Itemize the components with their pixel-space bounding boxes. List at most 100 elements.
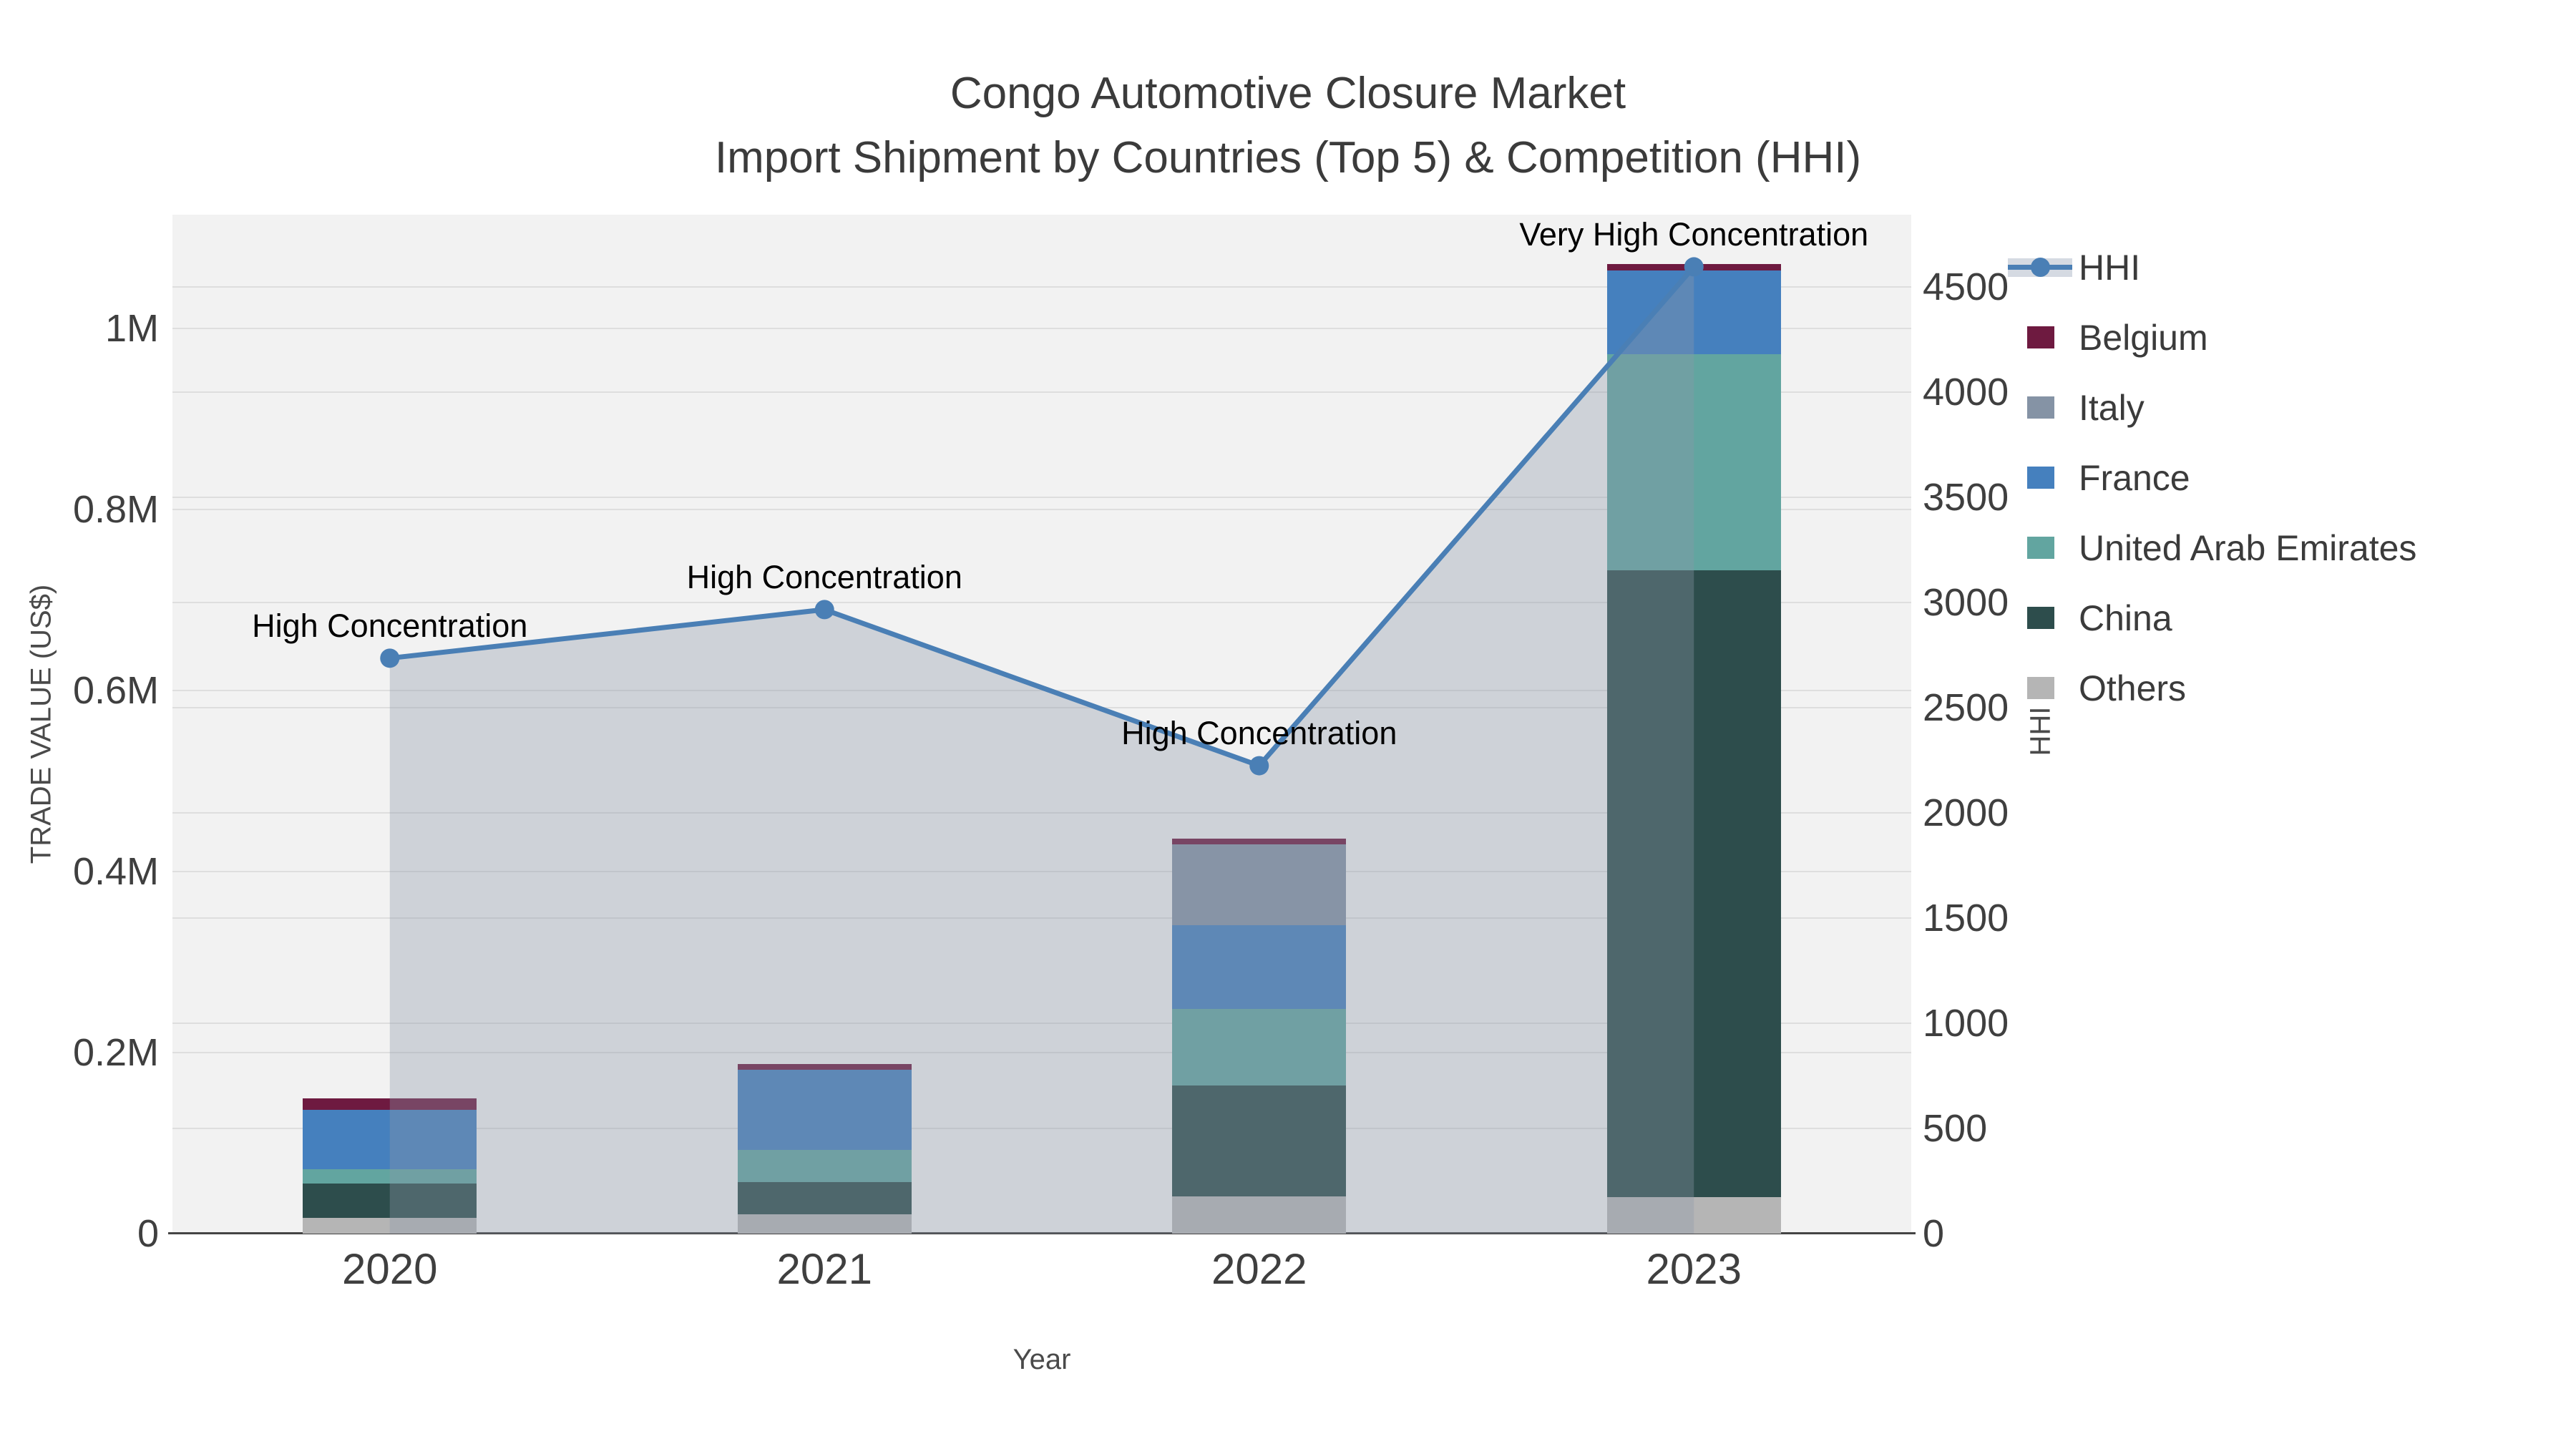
bar-segment-france-2023[interactable] xyxy=(1606,270,1781,355)
gridline-right-2500 xyxy=(172,706,1911,708)
gridline-left-1M xyxy=(172,328,1911,330)
bar-segment-others-2022[interactable] xyxy=(1172,1196,1347,1234)
y-right-tick-4500: 4500 xyxy=(1923,265,2009,308)
bar-segment-belgium-2020[interactable] xyxy=(303,1098,477,1110)
bar-segment-china-2020[interactable] xyxy=(303,1183,477,1218)
annotation-2023: Very High Concentration xyxy=(1519,215,1869,253)
legend-swatch-icon xyxy=(2008,443,2079,513)
hhi-marker-2020[interactable] xyxy=(380,648,400,668)
legend-swatch-icon xyxy=(2008,583,2079,653)
x-tick-2020: 2020 xyxy=(342,1245,438,1293)
x-tick-2022: 2022 xyxy=(1211,1245,1307,1293)
gridline-right-3000 xyxy=(172,601,1911,603)
y-left-tick-0.2M: 0.2M xyxy=(72,1031,159,1075)
bar-segment-china-2021[interactable] xyxy=(737,1181,912,1214)
bar-segment-united-arab-emirates-2020[interactable] xyxy=(303,1169,477,1184)
bar-segment-united-arab-emirates-2021[interactable] xyxy=(737,1149,912,1182)
bar-segment-france-2020[interactable] xyxy=(303,1110,477,1169)
x-tick-2021: 2021 xyxy=(776,1245,872,1293)
y-right-tick-3000: 3000 xyxy=(1923,580,2009,624)
chart-title: Congo Automotive Closure Market Import S… xyxy=(0,62,2576,190)
bar-segment-china-2023[interactable] xyxy=(1606,570,1781,1198)
annotation-2022: High Concentration xyxy=(1121,715,1397,752)
bar-segment-others-2023[interactable] xyxy=(1606,1197,1781,1234)
y-right-tick-4000: 4000 xyxy=(1923,370,2009,414)
y-right-tick-2000: 2000 xyxy=(1923,791,2009,834)
swatch xyxy=(2027,467,2054,489)
y-left-tick-1M: 1M xyxy=(104,307,159,351)
legend-item-united-arab-emirates[interactable]: United Arab Emirates xyxy=(2008,513,2416,583)
y-left-tick-0.8M: 0.8M xyxy=(72,488,159,532)
y-left-tick-0.4M: 0.4M xyxy=(72,850,159,894)
hhi-marker-2021[interactable] xyxy=(814,600,834,620)
swatch xyxy=(2027,326,2054,348)
swatch xyxy=(2027,537,2054,559)
legend-item-china[interactable]: China xyxy=(2008,583,2416,653)
bar-segment-belgium-2021[interactable] xyxy=(737,1064,912,1070)
legend-swatch-icon xyxy=(2008,513,2079,583)
legend-item-belgium[interactable]: Belgium xyxy=(2008,303,2416,373)
hhi-line xyxy=(389,265,1696,769)
x-axis-line xyxy=(168,1232,1916,1234)
hhi-area-fill xyxy=(389,266,1694,1234)
legend-item-hhi[interactable]: HHI xyxy=(2008,233,2416,303)
x-tick-2023: 2023 xyxy=(1646,1245,1742,1293)
gridline-right-3500 xyxy=(172,496,1911,498)
x-axis-title: Year xyxy=(1013,1344,1071,1375)
bar-segment-france-2021[interactable] xyxy=(737,1070,912,1150)
y-right-tick-2500: 2500 xyxy=(1923,686,2009,729)
bar-segment-france-2022[interactable] xyxy=(1172,925,1347,1010)
legend-label: Others xyxy=(2079,668,2187,708)
bar-segment-others-2020[interactable] xyxy=(303,1218,477,1234)
bar-segment-china-2022[interactable] xyxy=(1172,1085,1347,1197)
hhi-line-icon xyxy=(2008,233,2079,303)
gridline-right-1500 xyxy=(172,917,1911,919)
hhi-marker-2022[interactable] xyxy=(1249,756,1269,776)
legend-label: United Arab Emirates xyxy=(2079,528,2417,568)
legend: HHI Belgium Italy France United Arab Emirate… xyxy=(2008,233,2416,723)
legend-swatch-icon xyxy=(2008,373,2079,443)
annotation-2020: High Concentration xyxy=(252,607,528,644)
gridline-right-4500 xyxy=(172,286,1911,288)
y-left-tick-0.6M: 0.6M xyxy=(72,669,159,713)
gridline-right-2000 xyxy=(172,811,1911,814)
gridline-left-0.8M xyxy=(172,509,1911,511)
legend-label: HHI xyxy=(2079,248,2141,288)
y-left-tick-0: 0 xyxy=(137,1212,159,1255)
bar-segment-united-arab-emirates-2022[interactable] xyxy=(1172,1009,1347,1086)
bar-segment-others-2021[interactable] xyxy=(737,1214,912,1234)
legend-label: France xyxy=(2079,458,2190,498)
hhi-marker-dot xyxy=(2031,258,2050,277)
swatch xyxy=(2027,607,2054,629)
legend-label: Italy xyxy=(2079,388,2145,428)
legend-item-others[interactable]: Others xyxy=(2008,653,2416,723)
legend-item-france[interactable]: France xyxy=(2008,443,2416,513)
annotation-2021: High Concentration xyxy=(686,558,962,595)
gridline-left-0.4M xyxy=(172,871,1911,873)
bar-segment-italy-2022[interactable] xyxy=(1172,844,1347,926)
bar-segment-belgium-2022[interactable] xyxy=(1172,838,1347,845)
gridline-right-4000 xyxy=(172,391,1911,393)
gridline-right-1000 xyxy=(172,1022,1911,1024)
legend-swatch-icon xyxy=(2008,303,2079,373)
y-right-tick-3500: 3500 xyxy=(1923,475,2009,519)
chart-title-line2: Import Shipment by Countries (Top 5) & C… xyxy=(714,133,1862,182)
bar-segment-united-arab-emirates-2023[interactable] xyxy=(1606,354,1781,571)
y-left-axis-title: TRADE VALUE (US$) xyxy=(25,584,57,864)
hhi-line-layer xyxy=(380,257,1704,1234)
chart-title-line1: Congo Automotive Closure Market xyxy=(950,69,1626,118)
legend-item-italy[interactable]: Italy xyxy=(2008,373,2416,443)
gridline-right-500 xyxy=(172,1127,1911,1129)
legend-label: Belgium xyxy=(2079,318,2208,358)
plot-area[interactable]: High Concentration High Concentration High… xyxy=(168,215,1916,1234)
y-right-tick-0: 0 xyxy=(1923,1212,1945,1255)
legend-swatch-icon xyxy=(2008,653,2079,723)
hhi-marker-2023[interactable] xyxy=(1684,257,1704,277)
y-right-tick-1500: 1500 xyxy=(1923,896,2009,940)
swatch xyxy=(2027,677,2054,699)
legend-label: China xyxy=(2079,598,2172,638)
gridline-left-0.6M xyxy=(172,690,1911,692)
gridline-left-0.2M xyxy=(172,1052,1911,1054)
y-right-tick-500: 500 xyxy=(1923,1106,1988,1150)
